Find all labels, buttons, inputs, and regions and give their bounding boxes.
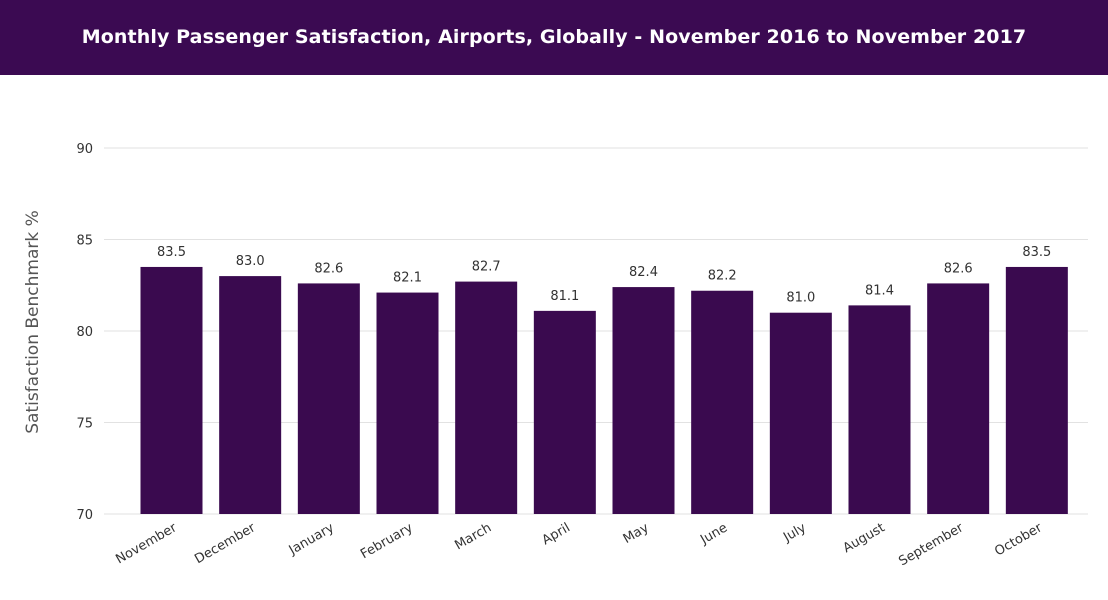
data-label: 83.0: [236, 254, 265, 269]
chart-area: 70 75 80 85 90 83.5 83.0 82.6 82.1 82.7 81.1 82.4 8…: [0, 75, 1108, 595]
x-tick-label: July: [780, 520, 809, 545]
x-tick-label: February: [358, 520, 416, 562]
bar: [219, 276, 282, 514]
data-label: 82.4: [629, 265, 658, 280]
x-axis-ticks: November December January February March Apri…: [113, 520, 1045, 569]
bar: [376, 292, 439, 514]
x-tick-label: May: [621, 520, 652, 547]
chart-header: Monthly Passenger Satisfaction, Airports…: [0, 0, 1108, 75]
bars: [140, 266, 1068, 514]
bar: [612, 287, 675, 514]
x-tick-label: October: [992, 520, 1045, 559]
y-tick-label: 85: [76, 234, 93, 249]
bar: [691, 290, 754, 514]
y-tick-label: 75: [76, 417, 93, 432]
bar: [769, 312, 832, 514]
data-label: 81.4: [865, 283, 894, 298]
bar: [927, 283, 990, 514]
data-label: 82.1: [393, 271, 422, 286]
x-tick-label: April: [540, 520, 573, 548]
bar: [1005, 266, 1068, 514]
bar: [455, 281, 518, 514]
data-label: 82.6: [314, 261, 343, 276]
data-label: 82.6: [944, 261, 973, 276]
y-tick-label: 90: [76, 142, 93, 157]
chart-title: Monthly Passenger Satisfaction, Airports…: [81, 25, 1027, 48]
data-label: 81.1: [550, 289, 579, 304]
data-label: 82.7: [472, 260, 501, 275]
data-label: 81.0: [786, 291, 815, 306]
x-tick-label: November: [113, 520, 180, 567]
x-tick-label: January: [286, 520, 337, 558]
x-tick-label: March: [452, 520, 494, 553]
y-tick-label: 70: [76, 508, 93, 523]
x-tick-label: September: [896, 520, 966, 569]
data-label: 83.5: [1022, 245, 1051, 260]
data-labels: 83.5 83.0 82.6 82.1 82.7 81.1 82.4 82.2 81.0 81.4…: [157, 245, 1051, 306]
y-tick-label: 80: [76, 325, 93, 340]
data-label: 83.5: [157, 245, 186, 260]
y-axis-ticks: 70 75 80 85 90: [76, 142, 93, 523]
bar: [848, 305, 911, 514]
y-axis-label: Satisfaction Benchmark %: [23, 210, 43, 434]
data-label: 82.2: [708, 269, 737, 284]
bar: [297, 283, 360, 514]
bar: [533, 310, 596, 514]
x-tick-label: August: [841, 520, 888, 556]
x-tick-label: December: [192, 520, 258, 567]
x-tick-label: June: [697, 520, 730, 548]
bar: [140, 266, 203, 514]
